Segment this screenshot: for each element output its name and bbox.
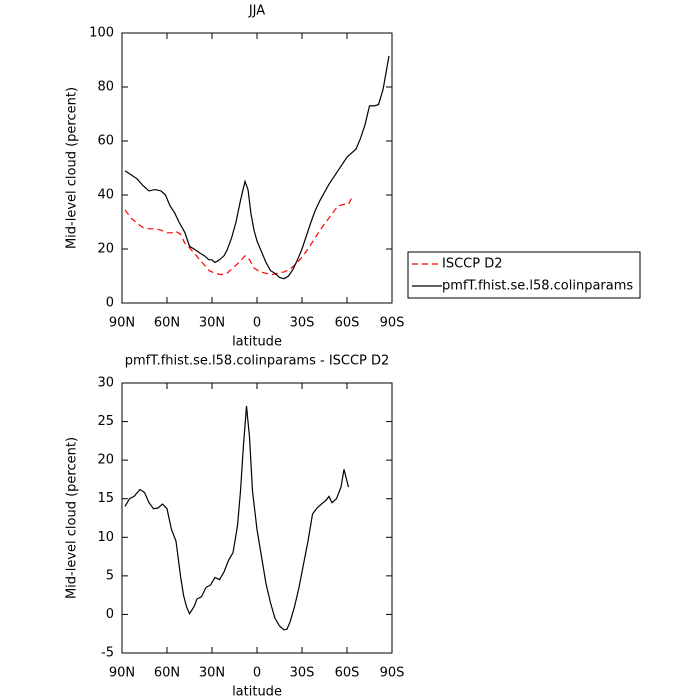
x-tick-label: 90N (109, 316, 135, 331)
x-tick-label: 0 (253, 316, 261, 331)
y-tick-label: 80 (97, 80, 114, 95)
y-tick-label: 5 (106, 568, 114, 583)
y-tick-label: 10 (97, 530, 114, 545)
x-tick-label: 30S (290, 316, 315, 331)
y-tick-label: 40 (97, 188, 114, 203)
x-tick-label: 90S (380, 316, 405, 331)
y-tick-label: 20 (97, 453, 114, 468)
x-tick-label: 30N (199, 666, 225, 681)
x-axis-label: latitude (232, 685, 282, 700)
x-tick-label: 90S (380, 666, 405, 681)
y-tick-label: 30 (97, 376, 114, 391)
x-tick-label: 0 (253, 666, 261, 681)
chart-title: JJA (248, 4, 265, 19)
y-tick-label: 25 (97, 414, 114, 429)
x-tick-label: 90N (109, 666, 135, 681)
x-tick-label: 60S (335, 666, 360, 681)
x-tick-label: 60N (154, 666, 180, 681)
x-tick-label: 30S (290, 666, 315, 681)
chart-title: pmfT.fhist.se.l58.colinparams - ISCCP D2 (125, 354, 390, 369)
y-tick-label: -5 (101, 646, 114, 661)
y-tick-label: 100 (89, 26, 114, 41)
plot-frame (121, 32, 393, 304)
x-axis-label: latitude (232, 335, 282, 350)
data-line (124, 406, 350, 631)
x-tick-label: 30N (199, 316, 225, 331)
legend-box (407, 251, 641, 299)
y-tick-label: 15 (97, 491, 114, 506)
legend-label: ISCCP D2 (442, 257, 503, 272)
data-line (124, 194, 354, 276)
y-tick-label: 0 (106, 607, 114, 622)
y-axis-label: Mid-level cloud (percent) (65, 87, 80, 249)
y-axis-label: Mid-level cloud (percent) (65, 437, 80, 599)
legend-label: pmfT.fhist.se.l58.colinparams (442, 279, 633, 294)
y-tick-label: 60 (97, 134, 114, 149)
data-line (124, 55, 390, 280)
y-tick-label: 0 (106, 296, 114, 311)
x-tick-label: 60S (335, 316, 360, 331)
plot-frame (121, 382, 393, 654)
y-tick-label: 20 (97, 242, 114, 257)
x-tick-label: 60N (154, 316, 180, 331)
